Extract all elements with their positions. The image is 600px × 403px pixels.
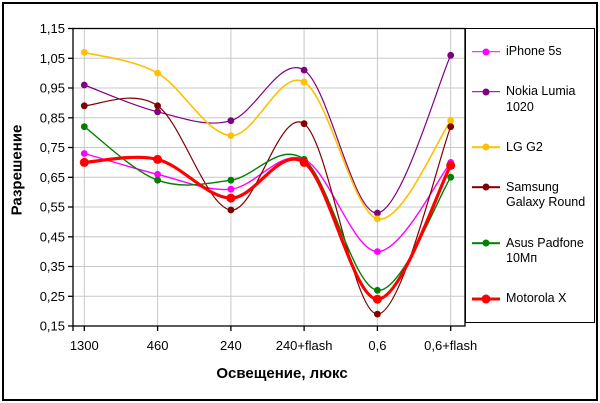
data-point-nokia-lumia-1020 [80, 81, 88, 89]
data-point-nokia-lumia-1020 [227, 117, 235, 125]
data-point-iphone-5s [80, 150, 88, 157]
legend-dot-sample [481, 294, 491, 304]
legend-dot-sample [482, 48, 490, 56]
data-point-samsung-galaxy-round [447, 123, 455, 131]
legend-label: Asus Padfone 10Мп [506, 235, 584, 266]
legend-series-marker-icon [472, 292, 500, 305]
legend-series-marker-icon [472, 181, 500, 194]
legend-label: LG G2 [506, 139, 543, 154]
legend-series-marker-icon [472, 45, 500, 58]
legend-series-marker-icon [472, 141, 500, 154]
y-tick-label: 0,75 [40, 140, 65, 155]
y-tick-label: 0,35 [40, 259, 65, 274]
legend: iPhone 5s Nokia Lumia 1020 LG G2 Samsung Ga… [465, 28, 595, 323]
data-point-lg-g2 [154, 69, 162, 77]
data-point-asus-padfone-10мп [154, 176, 162, 184]
data-point-motorola-x [226, 193, 236, 203]
legend-dot-sample [482, 239, 490, 247]
data-point-lg-g2 [80, 48, 88, 56]
data-point-motorola-x [79, 157, 89, 167]
data-point-iphone-5s [227, 185, 235, 193]
legend-item: Asus Padfone 10Мп [472, 236, 592, 267]
y-tick-label: 0,15 [40, 319, 65, 334]
y-tick-label: 0,85 [40, 110, 65, 125]
series-line-asus-padfone-10мп [83, 126, 452, 292]
data-point-samsung-galaxy-round [80, 102, 88, 110]
legend-item: iPhone 5s [472, 44, 592, 60]
y-axis-title: Разрешение [8, 124, 26, 216]
data-point-samsung-galaxy-round [154, 102, 162, 110]
series-line-nokia-lumia-1020 [83, 54, 452, 214]
legend-series-marker-icon [472, 237, 500, 250]
y-tick-label: 0,55 [40, 200, 65, 215]
y-tick-label: 0,45 [40, 229, 65, 244]
legend-dot-sample [482, 88, 490, 96]
data-point-samsung-galaxy-round [227, 206, 235, 214]
x-tick-label: 240+flash [276, 338, 333, 353]
data-point-lg-g2 [227, 132, 235, 140]
legend-dot-sample [482, 143, 490, 151]
y-tick-label: 0,65 [40, 170, 65, 185]
data-point-asus-padfone-10мп [447, 173, 455, 181]
data-point-nokia-lumia-1020 [374, 209, 381, 217]
legend-label: Samsung Galaxy Round [506, 179, 586, 210]
x-tick-label: 1300 [70, 338, 99, 353]
legend-dot-sample [482, 183, 490, 191]
data-point-lg-g2 [447, 117, 455, 125]
data-point-asus-padfone-10мп [227, 176, 235, 184]
x-axis-title: Освещение, люкс [216, 365, 348, 382]
data-point-lg-g2 [300, 78, 308, 86]
legend-item: Nokia Lumia 1020 [472, 84, 592, 115]
legend-item: Motorola X [472, 291, 592, 307]
x-tick-label: 0,6 [368, 338, 386, 353]
data-point-motorola-x [153, 154, 163, 164]
y-tick-label: 1,15 [40, 21, 65, 36]
data-point-samsung-galaxy-round [300, 120, 308, 128]
data-point-nokia-lumia-1020 [154, 108, 162, 116]
y-tick-label: 0,95 [40, 81, 65, 96]
data-point-motorola-x [372, 294, 382, 304]
data-point-nokia-lumia-1020 [300, 66, 308, 74]
legend-item: LG G2 [472, 140, 592, 156]
legend-label: Nokia Lumia 1020 [506, 84, 576, 114]
data-point-lg-g2 [374, 215, 381, 223]
data-point-motorola-x [299, 157, 309, 167]
x-tick-label: 0,6+flash [424, 338, 477, 353]
data-point-nokia-lumia-1020 [447, 51, 455, 59]
data-point-samsung-galaxy-round [374, 310, 381, 318]
x-tick-label: 240 [220, 338, 242, 353]
data-point-asus-padfone-10мп [80, 123, 88, 131]
legend-label: iPhone 5s [506, 44, 562, 59]
legend-item: Samsung Galaxy Round [472, 180, 592, 211]
y-tick-label: 0,25 [40, 289, 65, 304]
legend-label: Motorola X [506, 291, 567, 306]
legend-series-marker-icon [472, 85, 500, 98]
data-point-asus-padfone-10мп [374, 286, 381, 294]
y-tick-label: 1,05 [40, 51, 65, 66]
data-point-iphone-5s [374, 248, 381, 256]
data-point-iphone-5s [154, 170, 162, 178]
data-point-motorola-x [446, 160, 456, 170]
x-tick-label: 460 [147, 338, 169, 353]
